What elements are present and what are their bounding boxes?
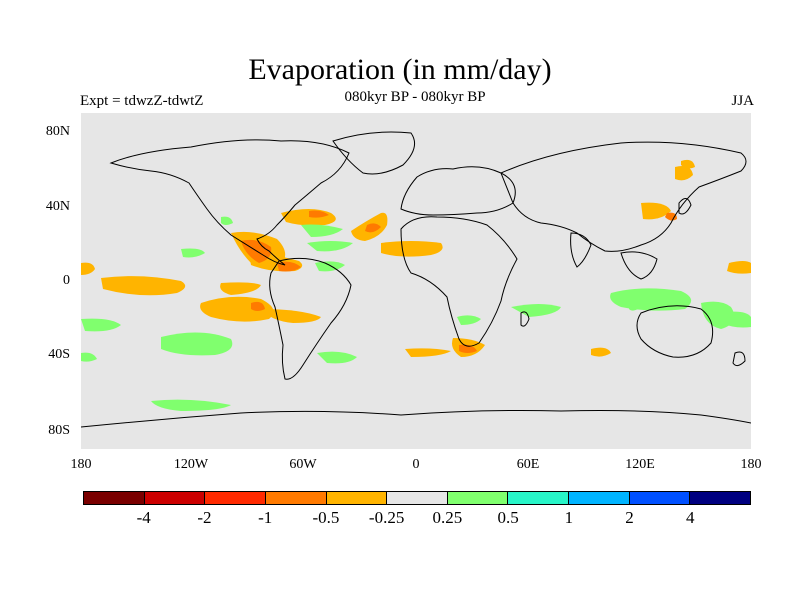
lat-label-80n: 80N <box>45 124 70 139</box>
colorbar-label: -2 <box>197 508 212 527</box>
patch-green <box>81 318 121 332</box>
patch-green <box>221 216 233 225</box>
europe-outline <box>400 166 516 216</box>
patch-orange <box>81 262 95 275</box>
new-zealand-outline <box>732 351 746 367</box>
colorbar-box <box>205 492 266 504</box>
patch-green <box>151 399 231 411</box>
india-outline <box>570 232 592 268</box>
map-panel <box>81 113 751 449</box>
colorbar-label: -0.25 <box>368 508 405 527</box>
patch-orange <box>681 159 695 169</box>
africa-outline <box>400 216 518 347</box>
patch-orange <box>381 241 443 257</box>
patch-green <box>457 315 481 325</box>
patch-green <box>307 241 353 252</box>
greenland-outline <box>332 131 416 175</box>
lon-label-60w: 60W <box>289 457 317 472</box>
period-label: 080kyr BP - 080kyr BP <box>344 89 486 105</box>
experiment-label: Expt = tdwzZ-tdwtZ <box>80 93 204 109</box>
patch-green <box>301 224 343 237</box>
lon-label-120e: 120E <box>625 457 655 472</box>
patch-green <box>161 332 233 356</box>
patch-dark-orange <box>365 223 381 233</box>
lon-label-120w: 120W <box>173 457 209 472</box>
colorbar-label: -4 <box>136 508 151 527</box>
patch-green <box>181 248 205 258</box>
lat-label-40s: 40S <box>48 347 70 362</box>
lon-label-0: 0 <box>412 457 420 472</box>
patch-green <box>721 311 751 328</box>
season-label: JJA <box>731 93 754 109</box>
asia-outline <box>500 141 747 252</box>
south-america-outline <box>269 257 352 380</box>
patch-dark-orange <box>251 301 265 311</box>
colorbar-label: -0.5 <box>312 508 340 527</box>
antarctica-outline <box>81 410 751 428</box>
patch-orange <box>591 347 611 357</box>
patch-green <box>81 352 97 362</box>
patch-green <box>629 299 641 311</box>
patch-orange <box>641 202 671 220</box>
colorbar-label: 4 <box>686 508 695 527</box>
lat-label-80s: 80S <box>48 423 70 438</box>
map-background <box>81 113 751 449</box>
patch-orange <box>675 166 693 181</box>
coastlines <box>81 131 751 428</box>
plot-title: Evaporation (in mm/day) <box>248 53 552 86</box>
colorbar-box <box>387 492 448 504</box>
colorbar-box <box>569 492 630 504</box>
australia-outline <box>636 305 714 358</box>
colorbar-box <box>447 492 509 504</box>
patch-dark-orange <box>665 212 677 221</box>
japan-outline <box>678 198 692 215</box>
map-svg <box>81 113 751 449</box>
madagascar-outline <box>520 311 530 327</box>
colorbar-box <box>144 492 206 504</box>
lon-label-180w: 180 <box>70 457 92 472</box>
lat-label-40n: 40N <box>45 199 70 214</box>
positive-anomaly-patches <box>81 216 751 411</box>
patch-dark-orange <box>309 210 329 218</box>
colorbar <box>83 491 751 505</box>
patch-green <box>511 304 561 317</box>
colorbar-box <box>629 492 691 504</box>
southeast-asia-outline <box>620 251 658 280</box>
colorbar-label: -1 <box>258 508 273 527</box>
colorbar-label: 0.5 <box>497 508 519 527</box>
lat-label-0: 0 <box>63 273 70 288</box>
colorbar-label: 2 <box>625 508 634 527</box>
patch-dark-orange <box>459 344 477 353</box>
patch-orange <box>220 282 261 295</box>
colorbar-box <box>265 492 327 504</box>
north-america-outline <box>109 139 350 266</box>
patch-orange <box>727 261 751 274</box>
colorbar-box <box>326 492 388 504</box>
colorbar-box <box>508 492 570 504</box>
patch-orange <box>405 348 451 357</box>
negative-anomaly-patches <box>81 159 751 357</box>
lon-label-180e: 180 <box>740 457 762 472</box>
patch-orange <box>101 276 186 296</box>
patch-green <box>317 351 357 364</box>
colorbar-box <box>690 492 751 504</box>
patch-green <box>315 261 345 272</box>
lon-label-60e: 60E <box>516 457 540 472</box>
colorbar-box <box>84 492 145 504</box>
colorbar-label: 1 <box>564 508 574 527</box>
colorbar-label: 0.25 <box>432 508 463 527</box>
